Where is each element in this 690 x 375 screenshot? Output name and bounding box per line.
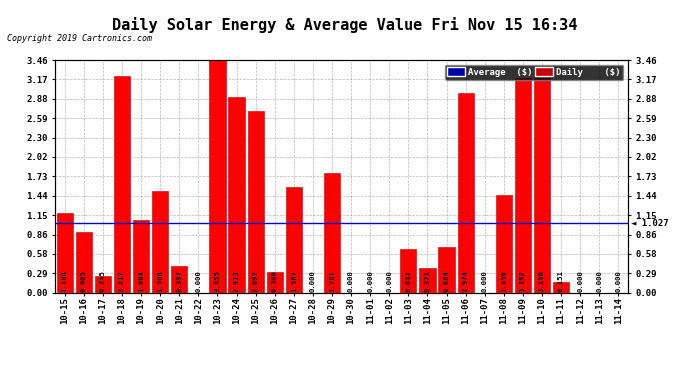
Legend: Average  ($), Daily    ($): Average ($), Daily ($) — [445, 64, 623, 80]
Bar — [114, 76, 130, 292]
Bar — [266, 272, 283, 292]
Bar — [515, 78, 531, 292]
Bar — [553, 282, 569, 292]
Text: 0.245: 0.245 — [100, 270, 106, 292]
Text: 0.000: 0.000 — [195, 270, 201, 292]
Bar — [76, 232, 92, 292]
Bar — [248, 111, 264, 292]
Text: 1.508: 1.508 — [157, 270, 164, 292]
Text: 0.641: 0.641 — [405, 270, 411, 292]
Bar — [457, 93, 474, 292]
Text: 0.000: 0.000 — [577, 270, 583, 292]
Bar — [286, 187, 302, 292]
Text: 3.196: 3.196 — [539, 270, 545, 292]
Text: 0.000: 0.000 — [310, 270, 316, 292]
Bar — [495, 195, 512, 292]
Bar — [95, 276, 111, 292]
Bar — [534, 78, 550, 292]
Bar — [152, 191, 168, 292]
Text: 3.192: 3.192 — [520, 270, 526, 292]
Text: Copyright 2019 Cartronics.com: Copyright 2019 Cartronics.com — [7, 34, 152, 43]
Text: 3.217: 3.217 — [119, 270, 125, 292]
Text: 0.000: 0.000 — [367, 270, 373, 292]
Text: Daily Solar Energy & Average Value Fri Nov 15 16:34: Daily Solar Energy & Average Value Fri N… — [112, 17, 578, 33]
Text: 0.397: 0.397 — [176, 270, 182, 292]
Text: 0.000: 0.000 — [615, 270, 622, 292]
Text: 1.184: 1.184 — [61, 270, 68, 292]
Bar — [133, 220, 149, 292]
Bar — [228, 97, 245, 292]
Text: 1.781: 1.781 — [329, 270, 335, 292]
Bar — [324, 173, 340, 292]
Text: 0.306: 0.306 — [272, 270, 278, 292]
Text: 2.974: 2.974 — [462, 270, 469, 292]
Bar — [57, 213, 73, 292]
Text: 2.697: 2.697 — [253, 270, 259, 292]
Text: 0.151: 0.151 — [558, 270, 564, 292]
Text: 1.084: 1.084 — [138, 270, 144, 292]
Text: 0.000: 0.000 — [348, 270, 354, 292]
Text: 0.371: 0.371 — [424, 270, 431, 292]
Text: 0.905: 0.905 — [81, 270, 87, 292]
Text: ◄ 1.027: ◄ 1.027 — [631, 219, 669, 228]
Bar — [438, 246, 455, 292]
Bar — [171, 266, 188, 292]
Text: 0.000: 0.000 — [596, 270, 602, 292]
Text: 3.455: 3.455 — [215, 270, 221, 292]
Bar — [400, 249, 417, 292]
Text: 0.684: 0.684 — [444, 270, 450, 292]
Text: 0.000: 0.000 — [482, 270, 488, 292]
Bar — [209, 60, 226, 292]
Text: 1.450: 1.450 — [501, 270, 507, 292]
Bar — [420, 268, 435, 292]
Text: 2.913: 2.913 — [233, 270, 239, 292]
Text: 0.000: 0.000 — [386, 270, 393, 292]
Text: 1.567: 1.567 — [290, 270, 297, 292]
